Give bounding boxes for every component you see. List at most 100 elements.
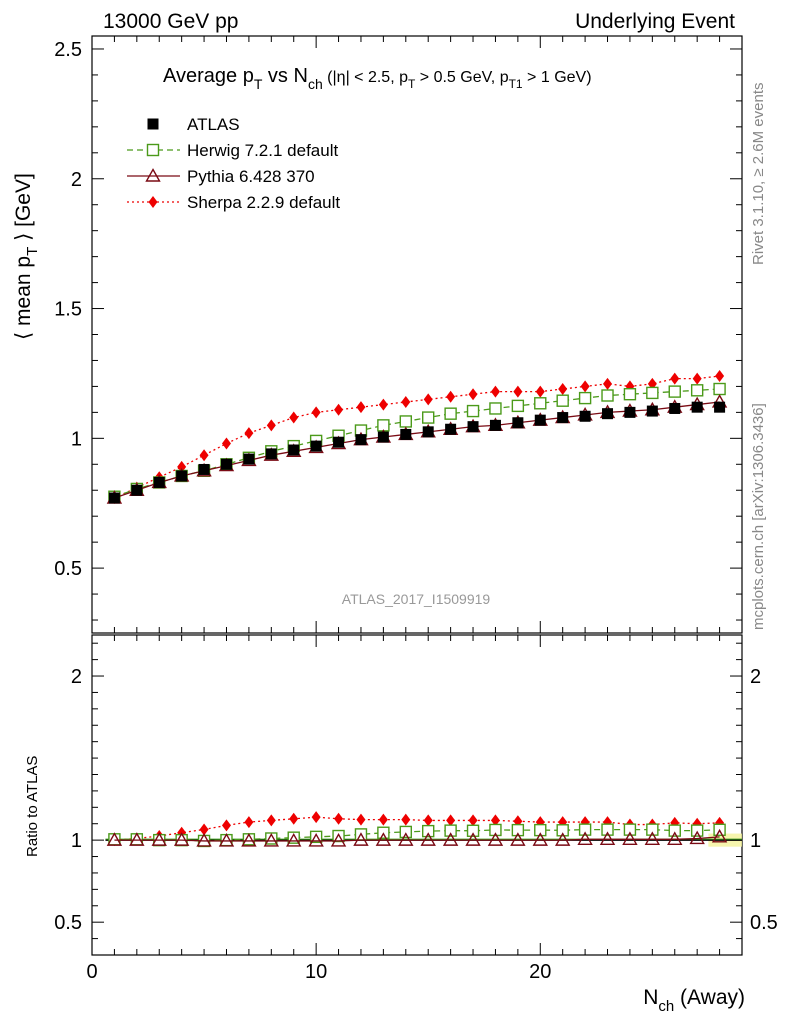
ratio-data-point: [375, 832, 392, 846]
main-data-point: [670, 372, 680, 385]
legend: ATLAS Herwig 7.2.1 default Pythia 6.428 37…: [127, 115, 340, 212]
ratio-data-point: [106, 832, 123, 846]
ratio-data-point: [468, 814, 478, 827]
y-tick-label-main: 2.5: [54, 39, 82, 61]
title-cuts-c: > 1 GeV): [523, 69, 592, 86]
main-data-point: [580, 380, 590, 393]
main-data-point: [153, 476, 165, 488]
legend-item: Sherpa 2.2.9 default: [127, 193, 340, 212]
legend-marker: [148, 196, 158, 208]
ratio-data-point: [356, 813, 366, 826]
main-series-line: [114, 375, 720, 499]
main-data-point: [713, 382, 726, 396]
y-tick-label-main: 1: [71, 428, 82, 450]
xlabel-sub: ch: [658, 998, 674, 1015]
main-data-point: [557, 412, 569, 424]
main-data-point: [603, 377, 613, 390]
y-tick-label-ratio-right: 1: [750, 830, 761, 852]
main-data-point: [401, 395, 411, 408]
y-tick-label-main: 2: [71, 169, 82, 191]
ratio-data-point: [577, 831, 593, 846]
legend-label: Sherpa 2.2.9 default: [187, 193, 340, 212]
main-data-point: [601, 389, 614, 402]
main-series-group: [106, 370, 728, 505]
main-data-point: [692, 372, 702, 385]
mcplots-label: mcplots.cern.ch [arXiv:1306.3436]: [750, 403, 767, 630]
legend-label: Pythia 6.428 370: [187, 167, 315, 186]
ratio-data-point: [446, 814, 456, 827]
ratio-data-point: [398, 832, 414, 846]
title-sub1: T: [254, 76, 263, 92]
ratio-data-point: [266, 814, 276, 827]
legend-item: ATLAS: [147, 115, 240, 134]
main-data-point: [266, 419, 276, 432]
main-data-point: [715, 370, 725, 383]
main-data-point: [356, 401, 366, 414]
ratio-data-point: [129, 832, 145, 846]
ratio-data-point: [353, 832, 369, 846]
main-data-point: [534, 414, 546, 426]
main-data-point: [445, 423, 457, 435]
main-data-point: [489, 419, 501, 431]
xlabel-a: N: [643, 986, 658, 1009]
main-data-point: [556, 394, 569, 407]
main-data-point: [334, 403, 344, 416]
ylabel-main-sub: T: [24, 247, 41, 256]
header-right: Underlying Event: [575, 10, 735, 33]
ratio-data-point: [265, 832, 278, 845]
ratio-data-point: [334, 812, 344, 825]
main-data-point: [512, 417, 524, 429]
main-data-point: [422, 411, 435, 424]
ratio-data-point: [287, 831, 300, 844]
main-data-point: [513, 385, 523, 398]
ratio-series-line: [114, 836, 720, 842]
y-tick-label-ratio: 2: [71, 666, 82, 688]
ratio-data-point: [289, 812, 299, 825]
ratio-series-line: [114, 816, 720, 841]
ratio-data-point: [646, 823, 659, 836]
title-sub4: T1: [509, 77, 523, 91]
ratio-data-point: [311, 811, 321, 824]
y-tick-label-ratio-right: 2: [750, 666, 761, 688]
main-data-point: [646, 405, 658, 417]
rivet-label: Rivet 3.1.10, ≥ 2.6M events: [750, 83, 767, 266]
plot-title: Average pT vs Nch (|η| < 2.5, pT > 0.5 G…: [163, 65, 592, 92]
x-tick-label: 20: [529, 961, 551, 983]
main-data-point: [400, 428, 412, 440]
legend-marker: [146, 143, 160, 157]
main-data-point: [714, 401, 726, 413]
ratio-data-point: [173, 832, 190, 846]
ratio-data-point: [423, 814, 433, 827]
title-vs: vs N: [262, 65, 308, 87]
ratio-data-point: [444, 824, 457, 837]
main-data-point: [378, 398, 388, 411]
main-data-point: [265, 448, 277, 460]
ratio-data-point: [534, 823, 547, 837]
main-data-point: [311, 406, 321, 419]
main-data-point: [131, 484, 143, 496]
ratio-panel-frame: [91, 634, 743, 956]
ratio-data-point: [601, 823, 614, 836]
ratio-data-point: [667, 831, 683, 846]
legend-item: Herwig 7.2.1 default: [127, 141, 338, 160]
ratio-data-point: [466, 824, 480, 837]
title-cuts-a: (|η| < 2.5, p: [323, 69, 408, 86]
legend-label: ATLAS: [187, 115, 240, 134]
ratio-data-point: [556, 824, 569, 837]
main-data-point: [490, 385, 500, 398]
title-cuts-b: > 0.5 GeV, p: [415, 69, 508, 86]
y-tick-label-main: 0.5: [54, 558, 82, 580]
x-tick-label: 0: [86, 961, 97, 983]
main-data-point: [511, 399, 525, 413]
ratio-data-point: [668, 824, 681, 837]
ratio-data-point: [644, 831, 661, 846]
ratio-data-point: [286, 833, 302, 847]
main-data-point: [108, 492, 120, 504]
ratio-data-point: [241, 833, 257, 847]
main-data-point: [333, 436, 345, 448]
main-data-point: [176, 470, 188, 482]
main-data-point: [244, 427, 254, 440]
main-data-point: [669, 402, 681, 414]
main-data-point: [578, 391, 592, 405]
main-data-point: [446, 390, 456, 403]
